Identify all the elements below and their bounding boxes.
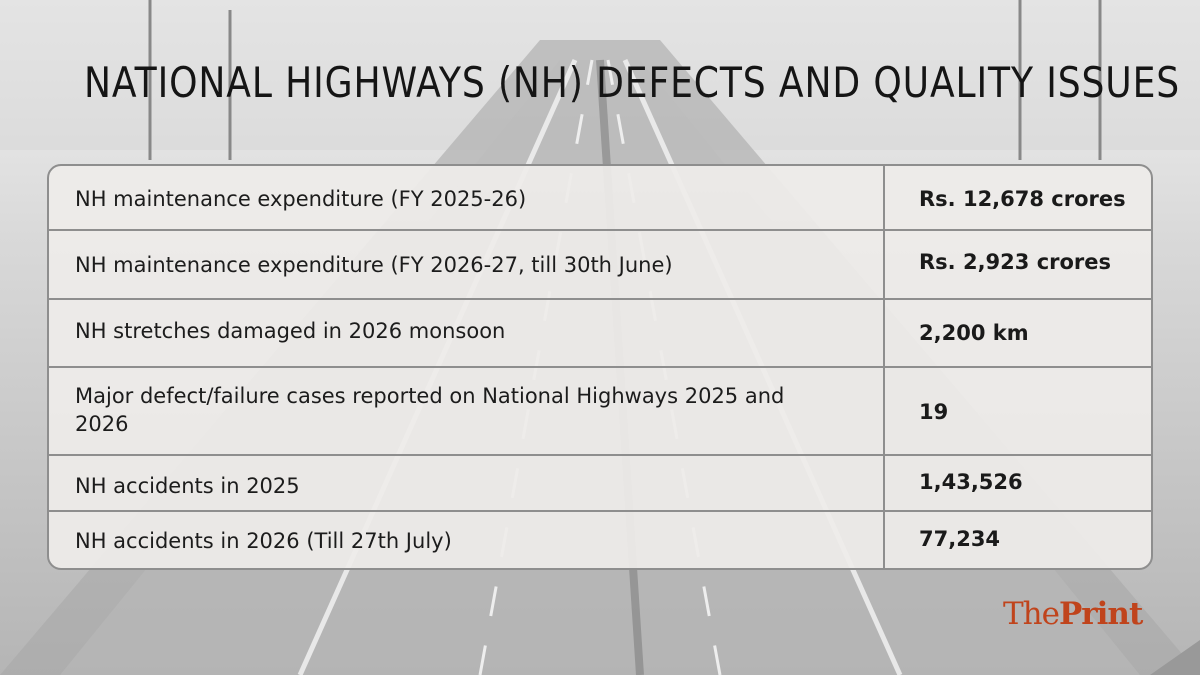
logo-part-the: The bbox=[1003, 596, 1060, 632]
table-row: NH maintenance expenditure (FY 2026-27, … bbox=[49, 231, 1151, 300]
table-row: NH stretches damaged in 2026 monsoon 2,2… bbox=[49, 300, 1151, 368]
row-value: Rs. 12,678 crores bbox=[919, 187, 1126, 211]
row-value: 19 bbox=[919, 400, 949, 424]
row-label: NH accidents in 2025 bbox=[49, 456, 885, 510]
table-row: NH maintenance expenditure (FY 2025-26) … bbox=[49, 166, 1151, 231]
logo-part-print: Print bbox=[1059, 596, 1143, 632]
table-row: Major defect/failure cases reported on N… bbox=[49, 368, 1151, 456]
row-value: 77,234 bbox=[919, 527, 1001, 551]
row-value: Rs. 2,923 crores bbox=[919, 250, 1112, 274]
row-label: NH stretches damaged in 2026 monsoon bbox=[49, 300, 885, 366]
row-label: NH accidents in 2026 (Till 27th July) bbox=[49, 512, 885, 568]
data-table: NH maintenance expenditure (FY 2025-26) … bbox=[47, 164, 1153, 570]
table-row: NH accidents in 2025 1,43,526 bbox=[49, 456, 1151, 512]
row-value: 1,43,526 bbox=[919, 470, 1023, 494]
row-value: 2,200 km bbox=[919, 321, 1029, 345]
row-label: NH maintenance expenditure (FY 2026-27, … bbox=[49, 231, 885, 298]
row-label: Major defect/failure cases reported on N… bbox=[49, 368, 885, 454]
page-title: NATIONAL HIGHWAYS (NH) DEFECTS AND QUALI… bbox=[84, 58, 1181, 107]
theprint-logo: ThePrint bbox=[1003, 596, 1143, 632]
table-row: NH accidents in 2026 (Till 27th July) 77… bbox=[49, 512, 1151, 568]
row-label: NH maintenance expenditure (FY 2025-26) bbox=[49, 166, 885, 229]
